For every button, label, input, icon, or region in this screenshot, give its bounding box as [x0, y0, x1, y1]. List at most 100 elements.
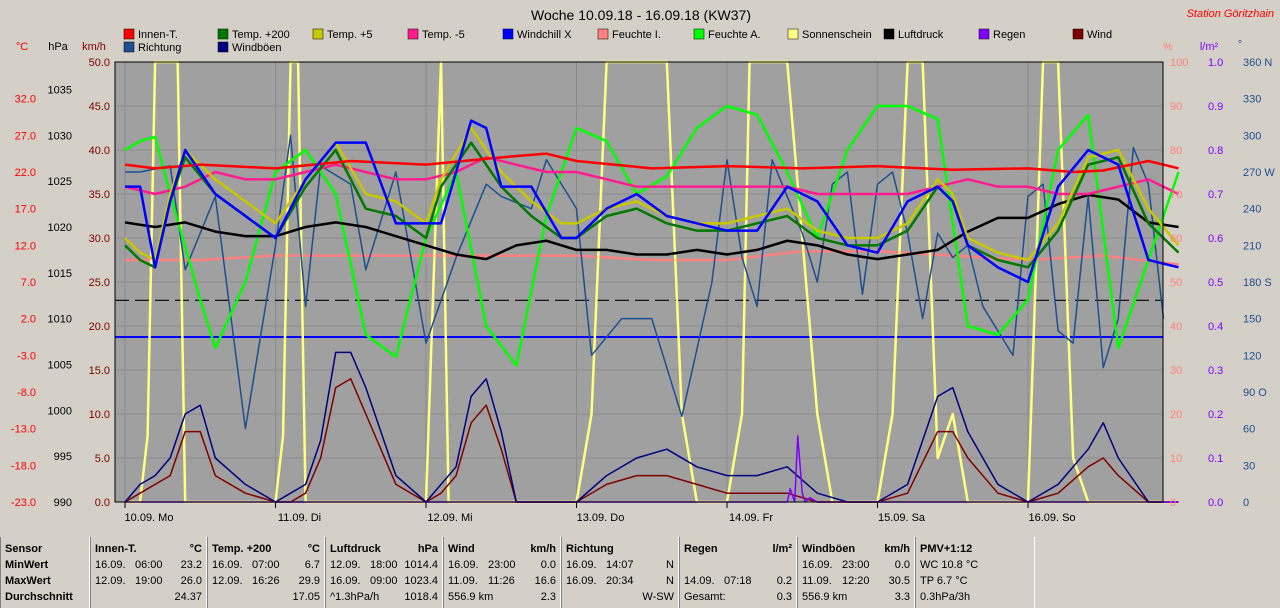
stats-time: 16:26 — [252, 575, 280, 587]
legend-label: Sonnenschein — [802, 29, 872, 41]
stats-value: 0.3 — [776, 591, 792, 603]
stats-time: 23:00 — [842, 559, 870, 571]
stats-min-row: 16.09. 23:00 0.0 — [448, 558, 556, 573]
tick-label-rain: 0.2 — [1208, 409, 1223, 421]
stats-avg-text: 0.3hPa/3h — [920, 591, 971, 603]
stats-time: 23:00 — [488, 559, 516, 571]
station-label: Station Göritzhain — [1187, 8, 1274, 20]
legend-label: Wind — [1087, 29, 1112, 41]
stats-avg-row: 556.9 km 3.3 — [802, 590, 910, 605]
tick-label-pressure: 1005 — [48, 360, 72, 372]
stats-date: 12.09. — [212, 575, 243, 587]
legend-swatch — [597, 28, 609, 40]
stats-time: 12:20 — [842, 575, 870, 587]
series-temp-5 — [124, 126, 1180, 262]
stats-max-row: 11.09. 12:20 30.5 — [802, 574, 910, 589]
tick-label-direction: 120 — [1243, 350, 1261, 362]
stats-column-header: Regen l/m² — [684, 542, 792, 557]
axes-group: -23.0 -18.0 -13.0 -8.0 -3.0 2.0 7.0 12.0 17.0 22.… — [11, 57, 1275, 524]
stats-min-row: WC 10.8 °C — [920, 558, 1030, 573]
stats-date: 16.09. — [330, 575, 361, 587]
stats-value: 2.3 — [540, 591, 556, 603]
stats-avg-row: 17.05 — [212, 590, 320, 605]
stats-column: Innen-T. °C 16.09. 06:00 23.2 12.09. 19:00 26.0… — [90, 537, 207, 608]
stats-row-labels: Sensor MinWert MaxWert Durchschnitt — [0, 537, 90, 608]
x-tick-label: 13.09. Do — [577, 512, 625, 524]
tick-label-percent: 20 — [1170, 409, 1182, 421]
series-temp-5 — [124, 156, 1180, 196]
tick-label-direction: 90 O — [1243, 387, 1267, 399]
weather-chart: -23.0 -18.0 -13.0 -8.0 -3.0 2.0 7.0 12.0 17.0 22.… — [10, 7, 1276, 524]
stats-date: 16.09. — [212, 559, 243, 571]
tick-label-direction: 60 — [1243, 424, 1255, 436]
stats-time: 18:00 — [370, 559, 398, 571]
tick-label-percent: 100 — [1170, 57, 1188, 69]
unit-speed: km/h — [82, 41, 106, 53]
tick-label-direction: 30 — [1243, 460, 1255, 472]
tick-label-direction: 240 — [1243, 204, 1261, 216]
stats-value: 24.37 — [174, 591, 202, 603]
stats-column-header: Luftdruck hPa — [330, 542, 438, 557]
legend-swatch — [787, 28, 799, 40]
x-tick-label: 11.09. Di — [278, 512, 321, 524]
tick-label-pressure: 1020 — [48, 222, 72, 234]
x-tick-label: 16.09. So — [1028, 512, 1075, 524]
tick-label-pressure: 1010 — [48, 314, 72, 326]
stats-date: 11.09. — [448, 575, 478, 587]
stats-max-row: 16.09. 09:00 1023.4 — [330, 574, 438, 589]
stats-value: N — [666, 559, 674, 571]
stats-column-unit: °C — [189, 543, 202, 555]
legend-label: Innen-T. — [138, 29, 178, 41]
stats-value: 16.6 — [534, 575, 556, 587]
tick-label-speed: 30.0 — [89, 233, 110, 245]
legend-swatch — [502, 28, 514, 40]
stats-min-row: 16.09. 23:00 0.0 — [802, 558, 910, 573]
stats-min-row: 16.09. 14:07 N — [566, 558, 674, 573]
tick-label-pressure: 1015 — [48, 268, 72, 280]
stats-date: 16.09. — [566, 559, 597, 571]
legend-swatch — [883, 28, 895, 40]
tick-label-speed: 35.0 — [89, 189, 110, 201]
stats-column: Windböen km/h 16.09. 23:00 0.0 11.09. 12:20 30.… — [797, 537, 915, 608]
tick-label-rain: 0.6 — [1208, 233, 1223, 245]
tick-label-temp: 7.0 — [21, 277, 36, 289]
legend-label: Feuchte I. — [612, 29, 661, 41]
stats-value: N — [666, 575, 674, 587]
tick-label-rain: 0.0 — [1208, 497, 1223, 509]
plot-frame — [114, 61, 1164, 503]
stats-max-row: 12.09. 16:26 29.9 — [212, 574, 320, 589]
tick-label-percent: 0 — [1170, 497, 1176, 509]
unit-rain: l/m² — [1200, 41, 1219, 53]
stats-column: Luftdruck hPa 12.09. 18:00 1014.4 16.09. 09:00… — [325, 537, 443, 608]
tick-label-rain: 0.8 — [1208, 145, 1223, 157]
legend-swatch — [407, 28, 419, 40]
stats-max-row: 16.09. 20:34 N — [566, 574, 674, 589]
stats-value: 0.2 — [776, 575, 792, 587]
tick-label-direction: 180 S — [1243, 277, 1272, 289]
tick-label-temp: -13.0 — [11, 424, 36, 436]
legend-label: Luftdruck — [898, 29, 944, 41]
series-richtung — [125, 134, 1165, 430]
stats-date: 16.09. — [802, 559, 833, 571]
stats-value: 1023.4 — [404, 575, 438, 587]
stats-min-row: 12.09. 18:00 1014.4 — [330, 558, 438, 573]
stats-column-unit: km/h — [884, 543, 910, 555]
stats-date: 12.09. — [95, 575, 126, 587]
tick-label-temp: 27.0 — [15, 130, 36, 142]
series-luftdruck — [124, 193, 1179, 261]
reference-lines — [115, 299, 1163, 338]
x-tick-label: 10.09. Mo — [125, 512, 174, 524]
stats-column-unit: km/h — [530, 543, 556, 555]
tick-label-percent: 40 — [1170, 321, 1182, 333]
stats-column: Wind km/h 16.09. 23:00 0.0 11.09. 11:26 16.6 556… — [443, 537, 561, 608]
stats-time: 07:00 — [252, 559, 280, 571]
tick-label-temp: 2.0 — [21, 314, 36, 326]
stats-avg-row: 556.9 km 2.3 — [448, 590, 556, 605]
stats-value: 17.05 — [292, 591, 320, 603]
stats-column: Richtung 16.09. 14:07 N 16.09. 20:34 N W-SW — [561, 537, 679, 608]
stats-date: 16.09. — [95, 559, 126, 571]
tick-label-temp: -18.0 — [11, 460, 36, 472]
tick-label-temp: 32.0 — [15, 94, 36, 106]
legend-label: Regen — [993, 29, 1025, 41]
stats-avg-row: Gesamt: 0.3 — [684, 590, 792, 605]
